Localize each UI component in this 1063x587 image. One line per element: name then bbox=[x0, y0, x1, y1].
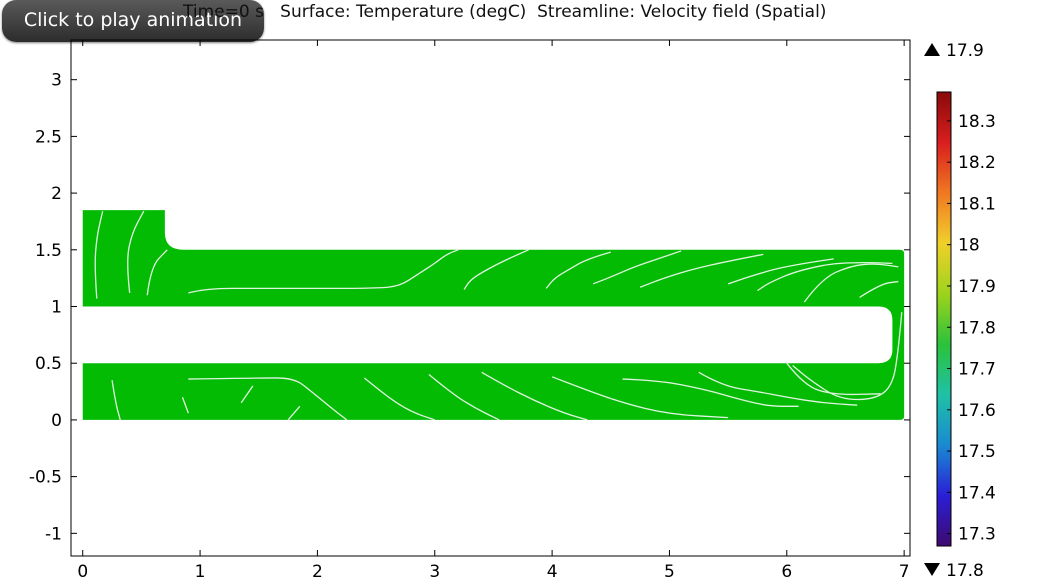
colorbar: 18.3 18.2 18.1 18 17.9 17.8 17.7 17.6 17.5 17.4 17… bbox=[924, 41, 996, 581]
y-tick-label: 0.5 bbox=[35, 354, 62, 374]
triangle-down-icon bbox=[924, 563, 940, 576]
streamline bbox=[859, 280, 899, 298]
y-tick-label: 2 bbox=[51, 184, 62, 204]
streamline bbox=[622, 378, 799, 407]
streamline bbox=[698, 371, 858, 406]
streamline bbox=[188, 249, 459, 294]
streamline bbox=[803, 263, 899, 303]
y-axis: -1 -0.5 0 0.5 1 1.5 2 2.5 3 bbox=[29, 71, 910, 544]
x-tick-label: 3 bbox=[429, 562, 440, 582]
streamline bbox=[545, 251, 611, 289]
colorbar-tick-label: 17.4 bbox=[958, 483, 996, 503]
colorbar-max-label: 17.9 bbox=[946, 41, 984, 61]
y-tick-label: 0 bbox=[51, 411, 62, 431]
streamline bbox=[727, 258, 834, 285]
streamline bbox=[188, 377, 348, 421]
play-animation-button[interactable]: Click to play animation bbox=[2, 0, 264, 42]
triangle-up-icon bbox=[924, 43, 940, 56]
streamline bbox=[786, 362, 881, 396]
x-tick-label: 6 bbox=[781, 562, 792, 582]
x-tick-label: 7 bbox=[899, 562, 910, 582]
colorbar-tick-label: 17.3 bbox=[958, 525, 996, 545]
streamline bbox=[94, 211, 104, 299]
colorbar-tick-label: 18.2 bbox=[958, 153, 996, 173]
streamline bbox=[757, 262, 893, 292]
title-streamline: Streamline: Velocity field (Spatial) bbox=[537, 2, 827, 22]
streamline bbox=[287, 405, 301, 421]
colorbar-tick-label: 18 bbox=[958, 236, 980, 256]
x-tick-label: 1 bbox=[195, 562, 206, 582]
streamline bbox=[181, 397, 189, 414]
surface-region bbox=[82, 210, 905, 420]
colorbar-tick-label: 17.6 bbox=[958, 401, 996, 421]
colorbar-tick-label: 17.5 bbox=[958, 442, 996, 462]
streamline bbox=[363, 377, 435, 421]
velocity-streamlines bbox=[94, 210, 903, 421]
colorbar-gradient bbox=[936, 91, 952, 547]
x-tick-label: 2 bbox=[312, 562, 323, 582]
x-axis: 0 1 2 3 4 5 6 7 bbox=[77, 40, 910, 582]
colorbar-min-label: 17.8 bbox=[946, 561, 984, 581]
y-tick-label: 1.5 bbox=[35, 241, 62, 261]
x-tick-label: 4 bbox=[547, 562, 558, 582]
plot-title: Time=0 s Surface: Temperature (degC) Str… bbox=[183, 2, 826, 22]
y-tick-label: -1 bbox=[45, 524, 62, 544]
colorbar-tick-label: 17.7 bbox=[958, 360, 996, 380]
x-tick-label: 5 bbox=[664, 562, 675, 582]
streamline bbox=[127, 210, 145, 293]
x-tick-label: 0 bbox=[77, 562, 88, 582]
streamline bbox=[146, 249, 168, 296]
y-tick-label: 3 bbox=[51, 71, 62, 91]
streamline bbox=[792, 312, 903, 401]
colorbar-tick-label: 18.3 bbox=[958, 112, 996, 132]
streamline bbox=[111, 380, 121, 421]
streamline bbox=[428, 374, 500, 421]
streamline bbox=[240, 385, 254, 404]
streamline bbox=[639, 253, 764, 288]
y-tick-label: 2.5 bbox=[35, 127, 62, 147]
streamline bbox=[463, 249, 529, 290]
colorbar-tick-label: 17.8 bbox=[958, 318, 996, 338]
streamline bbox=[481, 371, 588, 421]
y-tick-label: 1 bbox=[51, 298, 62, 318]
y-tick-label: -0.5 bbox=[29, 468, 62, 488]
axes-frame bbox=[70, 39, 911, 557]
title-surface: Surface: Temperature (degC) bbox=[280, 2, 527, 22]
colorbar-tick-label: 18.1 bbox=[958, 194, 996, 214]
title-time: Time=0 s bbox=[183, 2, 264, 22]
streamline bbox=[592, 250, 682, 285]
streamline bbox=[551, 376, 729, 419]
colorbar-tick-label: 17.9 bbox=[958, 277, 996, 297]
temperature-surface bbox=[82, 210, 905, 420]
